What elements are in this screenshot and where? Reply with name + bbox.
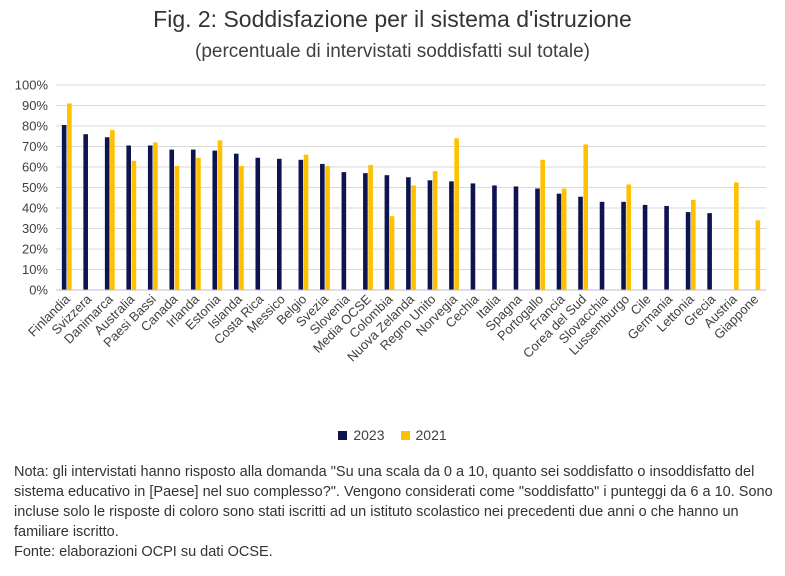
bar-2023 bbox=[621, 201, 626, 290]
bar-2023 bbox=[61, 124, 67, 290]
legend-swatch-2021 bbox=[400, 430, 410, 440]
bar-2021 bbox=[174, 165, 180, 290]
bar-2021 bbox=[561, 188, 567, 290]
chart-subtitle: (percentuale di intervistati soddisfatti… bbox=[195, 41, 590, 62]
y-tick-label: 90% bbox=[22, 98, 48, 113]
bar-2021 bbox=[325, 165, 330, 290]
y-tick-label: 60% bbox=[22, 160, 48, 175]
y-tick-label: 100% bbox=[15, 78, 49, 93]
y-tick-label: 10% bbox=[22, 262, 48, 277]
bar-2023 bbox=[642, 204, 648, 290]
bar-2021 bbox=[239, 165, 244, 290]
y-tick-label: 20% bbox=[22, 242, 48, 257]
y-tick-label: 0% bbox=[29, 283, 48, 298]
bar-2023 bbox=[707, 213, 712, 290]
bar-2021 bbox=[454, 138, 459, 290]
bar-2021 bbox=[153, 142, 158, 290]
bar-2023 bbox=[83, 134, 88, 290]
bar-2023 bbox=[169, 149, 175, 290]
bar-2021 bbox=[583, 144, 589, 290]
legend-swatch-2023 bbox=[338, 430, 348, 440]
y-tick-label: 40% bbox=[22, 201, 48, 216]
bar-2021 bbox=[432, 171, 438, 290]
bar-2023 bbox=[513, 186, 519, 290]
bar-2021 bbox=[67, 103, 72, 290]
bar-2023 bbox=[190, 149, 196, 290]
bar-2023 bbox=[233, 153, 239, 290]
bar-2021 bbox=[110, 130, 115, 290]
bar-2023 bbox=[104, 137, 110, 290]
bar-2023 bbox=[255, 157, 261, 290]
legend-label-2023: 2023 bbox=[353, 427, 385, 443]
bar-2021 bbox=[131, 160, 137, 290]
bar-2023 bbox=[341, 172, 347, 290]
bar-2023 bbox=[449, 181, 454, 290]
bar-2023 bbox=[384, 175, 390, 290]
bar-2021 bbox=[690, 199, 696, 290]
source-text: Fonte: elaborazioni OCPI su dati OCSE. bbox=[14, 544, 273, 560]
bar-2021 bbox=[217, 140, 223, 290]
note-text: Nota: gli intervistati hanno risposto al… bbox=[14, 464, 773, 540]
y-tick-label: 30% bbox=[22, 221, 48, 236]
bar-2023 bbox=[406, 177, 411, 290]
bar-2021 bbox=[755, 220, 761, 290]
bar-2023 bbox=[470, 183, 476, 290]
legend-label-2021: 2021 bbox=[415, 427, 447, 443]
bar-2023 bbox=[427, 180, 433, 290]
bar-2021 bbox=[540, 159, 545, 290]
chart-note: Nota: gli intervistati hanno risposto al… bbox=[14, 462, 779, 562]
bar-2021 bbox=[626, 184, 632, 290]
bar-2023 bbox=[578, 196, 583, 290]
y-tick-label: 70% bbox=[22, 139, 48, 154]
bar-2021 bbox=[389, 216, 395, 290]
bar-2023 bbox=[212, 150, 218, 290]
bar-2023 bbox=[320, 163, 325, 290]
bar-2023 bbox=[599, 201, 605, 290]
legend-item-2023: 2023 bbox=[338, 427, 385, 443]
bar-2023 bbox=[277, 158, 282, 290]
bar-2023 bbox=[298, 159, 304, 290]
bar-2023 bbox=[126, 145, 132, 290]
bar-2023 bbox=[535, 188, 540, 290]
bar-2023 bbox=[664, 205, 669, 290]
bar-chart: 0%10%20%30%40%50%60%70%80%90%100%Finland… bbox=[15, 78, 766, 364]
y-tick-label: 50% bbox=[22, 180, 48, 195]
bar-2023 bbox=[492, 185, 497, 290]
bar-2023 bbox=[147, 145, 153, 290]
bar-2021 bbox=[734, 182, 739, 290]
y-tick-label: 80% bbox=[22, 119, 48, 134]
bar-2021 bbox=[196, 157, 201, 290]
bar-2023 bbox=[685, 212, 691, 290]
bar-2023 bbox=[556, 193, 562, 290]
bar-2021 bbox=[368, 164, 373, 290]
bar-2021 bbox=[411, 185, 416, 290]
bar-2021 bbox=[303, 154, 309, 290]
legend-item-2021: 2021 bbox=[400, 427, 447, 443]
chart-title: Fig. 2: Soddisfazione per il sistema d'i… bbox=[153, 6, 632, 32]
bar-2023 bbox=[363, 173, 368, 290]
chart-legend: 2023 2021 bbox=[0, 427, 785, 443]
